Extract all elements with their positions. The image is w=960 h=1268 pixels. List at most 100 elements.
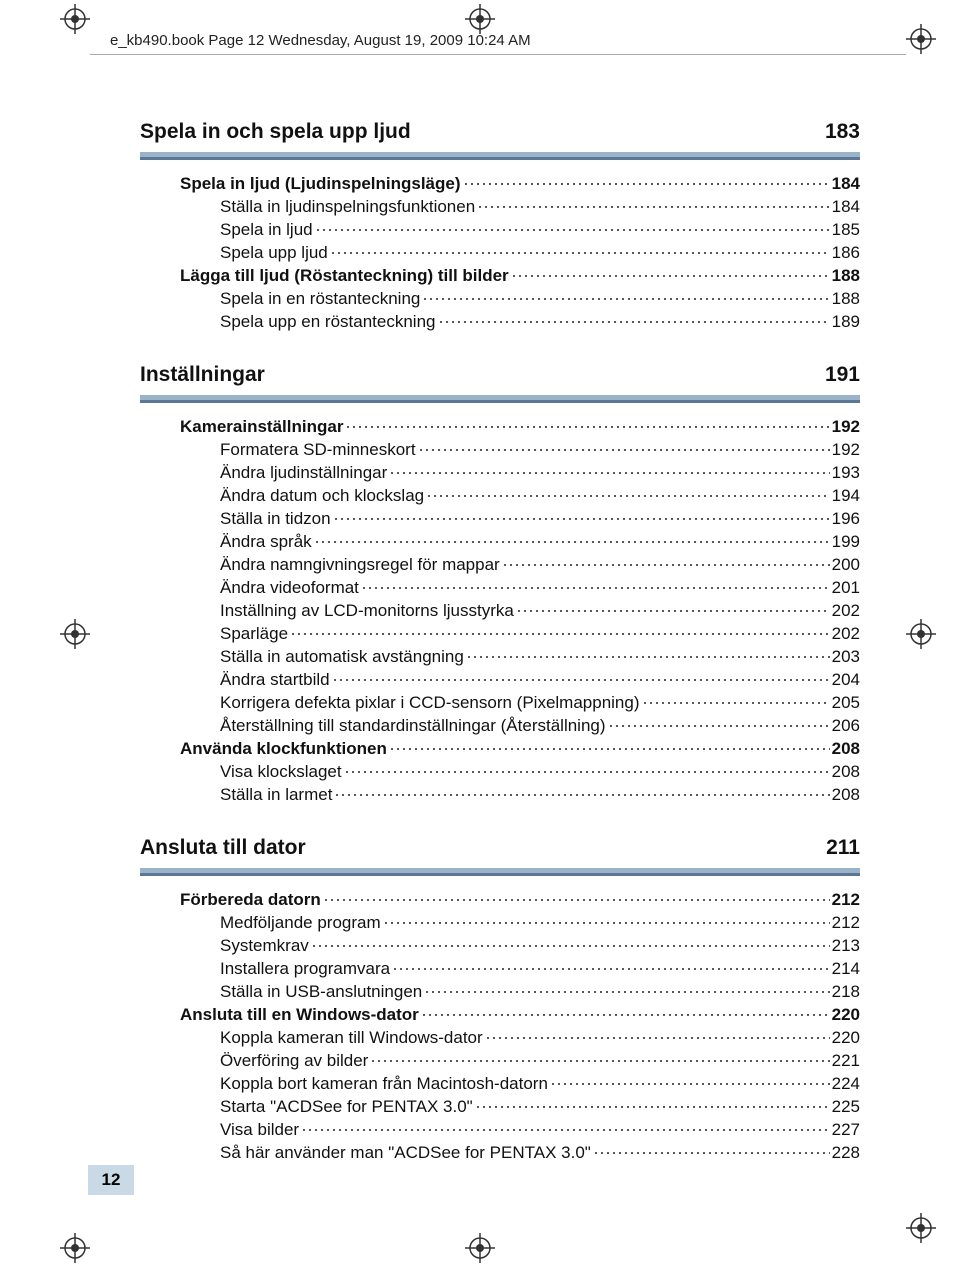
toc-leader [332,668,830,685]
toc-page: 186 [832,241,860,264]
toc-entry: Spela in ljud (Ljudinspelningsläge)184 [180,172,860,195]
toc-label: Sparläge [220,622,288,645]
toc-leader [438,310,830,327]
toc-leader [344,760,830,777]
toc-page: 189 [832,310,860,333]
crop-mark-icon [906,619,936,649]
section-page: 183 [805,120,860,144]
toc-leader [370,1049,829,1066]
section-bar [140,868,860,876]
toc-entry: Ändra startbild204 [220,668,860,691]
toc-leader [608,714,830,731]
toc-entry: Visa klockslaget208 [220,760,860,783]
toc-page: 202 [832,622,860,645]
toc-page: 194 [832,484,860,507]
toc-label: Ändra namngivningsregel för mappar [220,553,500,576]
toc-leader [389,737,830,754]
toc-leader [477,195,829,212]
toc-page: 185 [832,218,860,241]
toc-label: Spela in en röstanteckning [220,287,420,310]
toc-entry: Ändra ljudinställningar 193 [220,461,860,484]
toc-label: Ansluta till en Windows-dator [180,1003,419,1026]
toc-label: Systemkrav [220,934,309,957]
toc-label: Korrigera defekta pixlar i CCD-sensorn (… [220,691,640,714]
toc-label: Visa bilder [220,1118,299,1141]
crop-mark-icon [60,1233,90,1263]
toc-entry: Koppla kameran till Windows-dator220 [220,1026,860,1049]
toc-entry: Ändra namngivningsregel för mappar200 [220,553,860,576]
toc-leader [301,1118,830,1135]
toc-label: Starta "ACDSee for PENTAX 3.0" [220,1095,473,1118]
toc-entry: Visa bilder227 [220,1118,860,1141]
toc-label: Spela in ljud [220,218,313,241]
toc-entry: Spela in ljud 185 [220,218,860,241]
toc-page: 218 [832,980,860,1003]
table-of-contents: Spela in och spela upp ljud183 Spela in l… [140,120,860,1164]
toc-leader [511,264,830,281]
toc-leader [421,1003,830,1020]
toc-entry: Så här använder man "ACDSee for PENTAX 3… [220,1141,860,1164]
toc-leader [323,888,830,905]
toc-entry: Ändra datum och klockslag194 [220,484,860,507]
toc-entry: Lägga till ljud (Röstanteckning) till bi… [180,264,860,287]
toc-leader [502,553,830,570]
section-bar [140,395,860,403]
toc-leader [392,957,830,974]
crop-mark-icon [465,4,495,34]
toc-label: Använda klockfunktionen [180,737,387,760]
toc-leader [485,1026,830,1043]
toc-leader [418,438,830,455]
toc-label: Medföljande program [220,911,381,934]
toc-label: Återställning till standardinställningar… [220,714,606,737]
section-heading: Spela in och spela upp ljud183 [140,120,860,144]
toc-entry: Överföring av bilder221 [220,1049,860,1072]
toc-entry: Ändra språk 199 [220,530,860,553]
toc-page: 196 [832,507,860,530]
toc-leader [466,645,830,662]
section-heading: Ansluta till dator211 [140,836,860,860]
toc-entry: Ställa in tidzon 196 [220,507,860,530]
toc-leader [383,911,830,928]
toc-leader [422,287,829,304]
toc-label: Ställa in tidzon [220,507,331,530]
toc-label: Inställning av LCD-monitorns ljusstyrka [220,599,514,622]
section-title: Inställningar [140,363,805,387]
toc-leader [290,622,830,639]
toc-label: Spela upp en röstanteckning [220,310,436,333]
toc-entry: Ställa in larmet208 [220,783,860,806]
toc-page: 205 [832,691,860,714]
toc-entry: Ställa in automatisk avstängning 203 [220,645,860,668]
toc-label: Kamerainställningar [180,415,343,438]
toc-leader [593,1141,830,1158]
section-title: Ansluta till dator [140,836,806,860]
toc-entry: Inställning av LCD-monitorns ljusstyrka2… [220,599,860,622]
toc-page: 220 [832,1003,860,1026]
toc-leader [334,783,829,800]
toc-entry: Spela upp en röstanteckning 189 [220,310,860,333]
toc-entry: Ansluta till en Windows-dator 220 [180,1003,860,1026]
toc-label: Ändra ljudinställningar [220,461,387,484]
toc-page: 184 [832,195,860,218]
toc-label: Visa klockslaget [220,760,342,783]
toc-page: 212 [832,888,860,911]
page-number: 12 [102,1170,121,1190]
toc-label: Förbereda datorn [180,888,321,911]
page: e_kb490.book Page 12 Wednesday, August 1… [0,0,960,1267]
toc-entry: Koppla bort kameran från Macintosh-dator… [220,1072,860,1095]
page-number-box: 12 [88,1165,134,1195]
section-title: Spela in och spela upp ljud [140,120,805,144]
toc-label: Ändra videoformat [220,576,359,599]
toc-entry: Återställning till standardinställningar… [220,714,860,737]
toc-page: 203 [832,645,860,668]
toc-leader [463,172,830,189]
toc-page: 213 [832,934,860,957]
crop-mark-icon [465,1233,495,1263]
toc-label: Ställa in USB-anslutningen [220,980,422,1003]
toc-page: 208 [832,783,860,806]
toc-page: 193 [832,461,860,484]
toc-page: 184 [832,172,860,195]
toc-page: 225 [832,1095,860,1118]
toc-label: Ställa in automatisk avstängning [220,645,464,668]
section-heading: Inställningar191 [140,363,860,387]
toc-entry: Systemkrav 213 [220,934,860,957]
